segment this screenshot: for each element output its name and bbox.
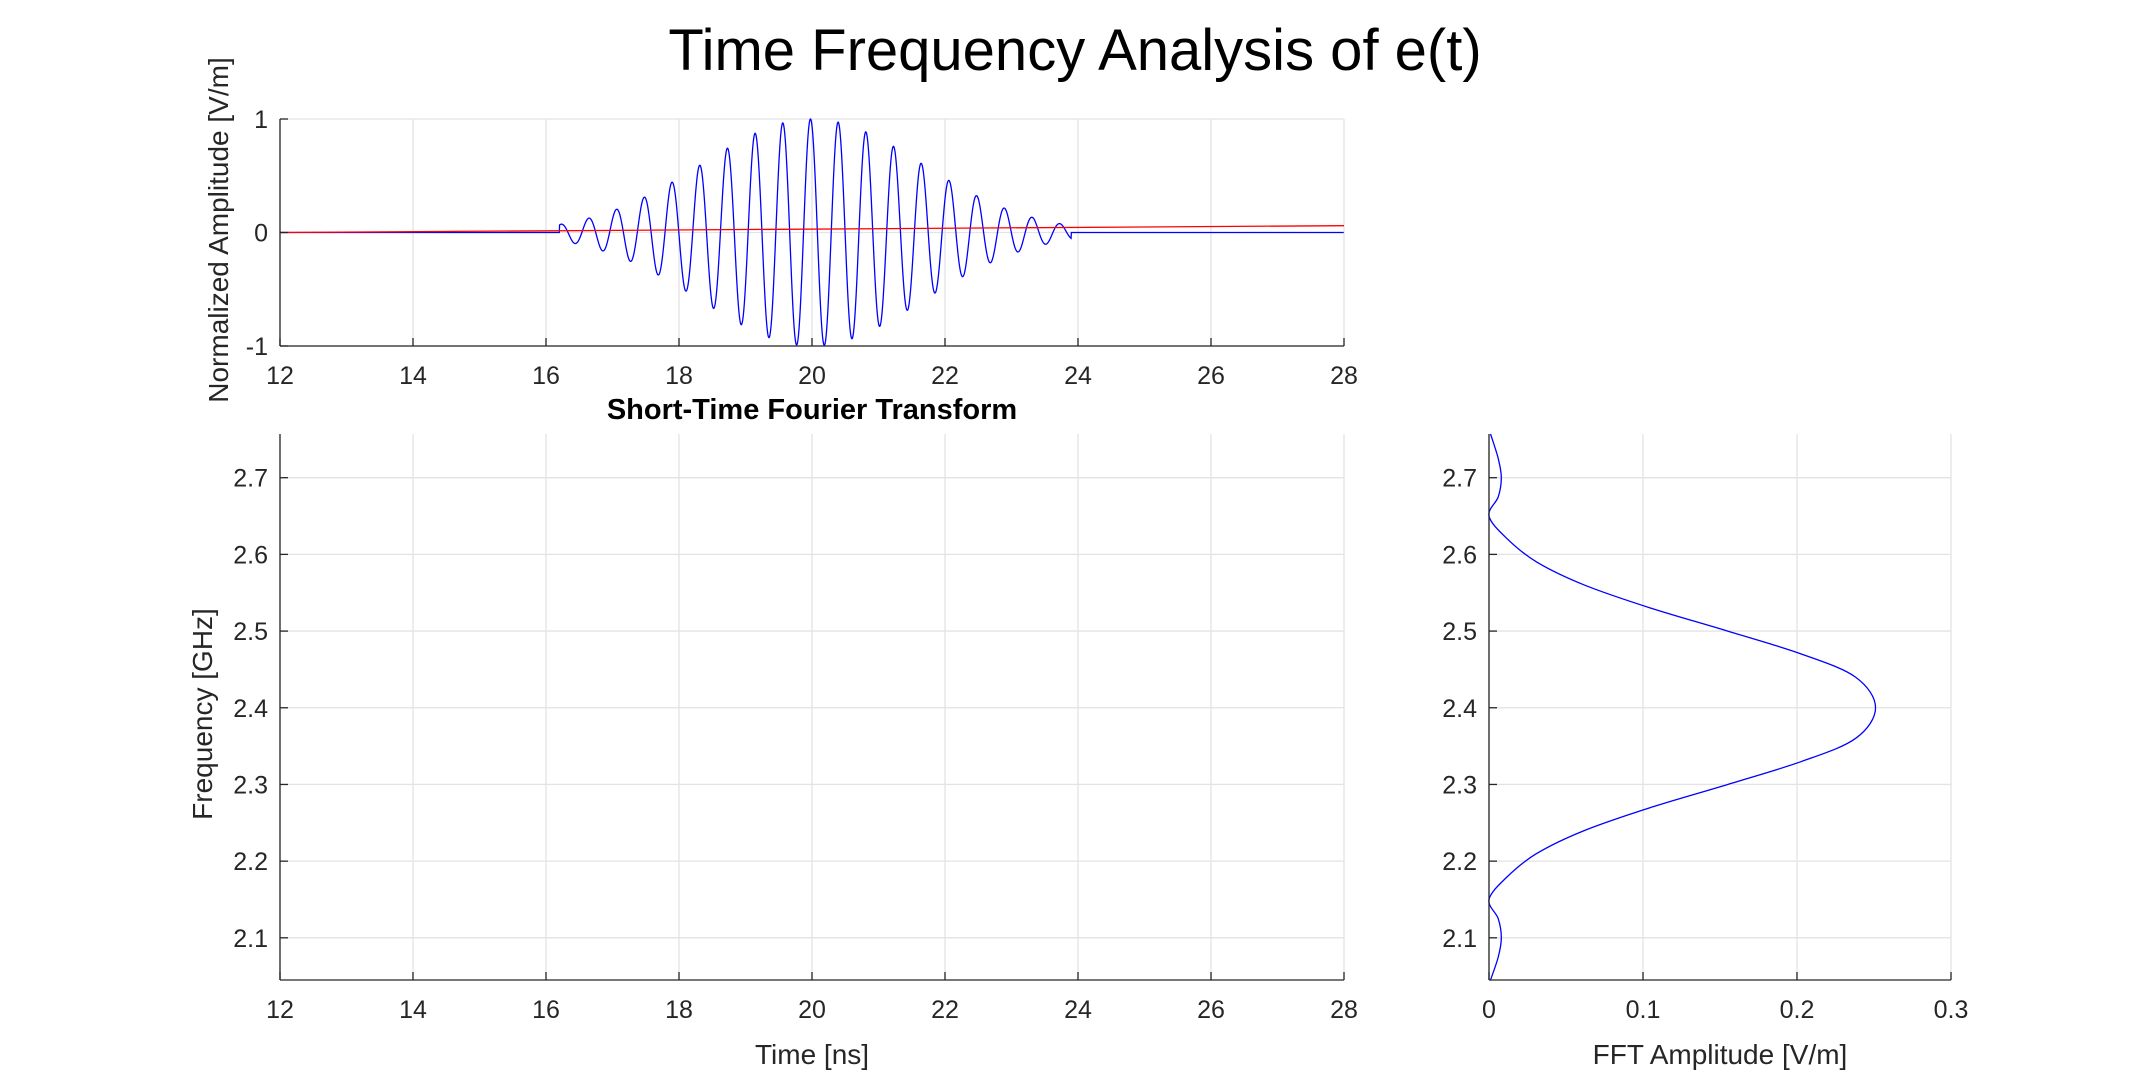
- fft-y-ticks: 2.1 2.2 2.3 2.4 2.5 2.6 2.7: [1442, 465, 1477, 953]
- y-tick-label: 2.3: [1442, 771, 1477, 799]
- x-tick-label: 28: [1330, 362, 1358, 390]
- y-tick-label: 2.2: [1442, 848, 1477, 876]
- x-tick-label: 28: [1330, 996, 1358, 1024]
- x-tick-label: 12: [266, 996, 294, 1024]
- fft-x-ticks: 0 0.1 0.2 0.3: [1482, 996, 1968, 1024]
- x-tick-label: 20: [798, 996, 826, 1024]
- x-tick-label: 24: [1064, 996, 1092, 1024]
- time-signal-axis-frame: [279, 118, 1345, 347]
- time-signal-axes: 12 14 16 18 20 22 24 26 28 -1 0 1 Normalized Ampli…: [203, 57, 1358, 402]
- stft-y-ticks: 2.1 2.2 2.3 2.4 2.5 2.6 2.7: [233, 465, 268, 953]
- figure-title: Time Frequency Analysis of e(t): [668, 18, 1481, 83]
- y-tick-label: 2.7: [233, 465, 268, 493]
- fft-axes: 0 0.1 0.2 0.3 2.1 2.2 2.3 2.4 2.5 2.6 2.7 FFT Amp…: [1442, 433, 1968, 1070]
- x-tick-label: 14: [399, 996, 427, 1024]
- y-tick-label: 2.1: [1442, 925, 1477, 953]
- x-tick-label: 16: [532, 996, 560, 1024]
- series-line: [280, 118, 1344, 347]
- y-tick-label: 2.6: [1442, 541, 1477, 569]
- stft-x-label: Time [ns]: [755, 1039, 869, 1070]
- x-tick-label: 16: [532, 362, 560, 390]
- x-tick-label: 26: [1197, 996, 1225, 1024]
- y-tick-label: 2.4: [233, 695, 268, 723]
- y-tick-label: 1: [254, 106, 268, 134]
- series-line: [279, 225, 1345, 234]
- time-signal-lines: [279, 118, 1345, 347]
- y-tick-label: 2.3: [233, 771, 268, 799]
- x-tick-label: 26: [1197, 362, 1225, 390]
- x-tick-label: 18: [665, 362, 693, 390]
- x-tick-label: 0.3: [1934, 996, 1969, 1024]
- x-tick-label: 0: [1482, 996, 1496, 1024]
- y-tick-label: 2.7: [1442, 465, 1477, 493]
- y-tick-label: 2.4: [1442, 695, 1477, 723]
- time-signal-y-label: Normalized Amplitude [V/m]: [203, 57, 234, 402]
- x-tick-label: 12: [266, 362, 294, 390]
- time-signal-y-ticks: -1 0 1: [246, 106, 268, 361]
- x-tick-label: 0.1: [1626, 996, 1661, 1024]
- time-signal-x-ticks: 12 14 16 18 20 22 24 26 28: [266, 362, 1358, 390]
- y-tick-label: 2.5: [1442, 618, 1477, 646]
- x-tick-label: 22: [931, 996, 959, 1024]
- stft-grid: [279, 434, 1345, 980]
- y-tick-label: -1: [246, 333, 268, 361]
- y-tick-label: 0: [254, 220, 268, 248]
- stft-title: Short-Time Fourier Transform: [607, 394, 1017, 426]
- y-tick-label: 2.1: [233, 925, 268, 953]
- x-tick-label: 24: [1064, 362, 1092, 390]
- stft-y-label: Frequency [GHz]: [187, 608, 218, 820]
- fft-axis-frame: [1488, 434, 1952, 981]
- x-tick-label: 14: [399, 362, 427, 390]
- x-tick-label: 22: [931, 362, 959, 390]
- x-tick-label: 0.2: [1780, 996, 1815, 1024]
- x-tick-label: 18: [665, 996, 693, 1024]
- x-tick-label: 20: [798, 362, 826, 390]
- y-tick-label: 2.6: [233, 541, 268, 569]
- stft-x-ticks: 12 14 16 18 20 22 24 26 28: [266, 996, 1358, 1024]
- fft-x-label: FFT Amplitude [V/m]: [1593, 1039, 1848, 1070]
- stft-axes: Short-Time Fourier Transform 12 14 16 18 20 2…: [187, 394, 1358, 1070]
- y-tick-label: 2.5: [233, 618, 268, 646]
- stft-axis-frame: [279, 434, 1345, 981]
- y-tick-label: 2.2: [233, 848, 268, 876]
